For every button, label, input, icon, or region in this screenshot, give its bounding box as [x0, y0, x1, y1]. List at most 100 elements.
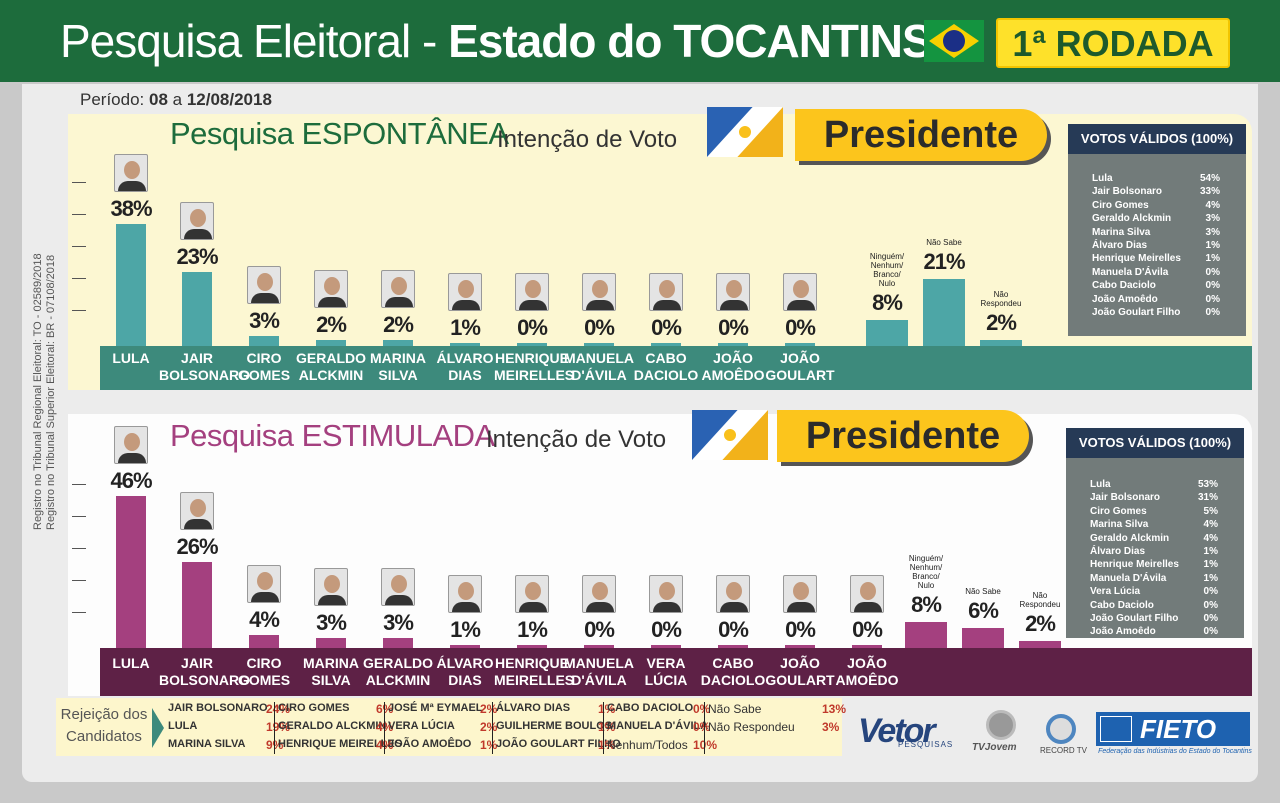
- rejection-item: HENRIQUE MEIRELLES4%: [278, 738, 402, 756]
- candidate-photo: [850, 575, 884, 613]
- bar: [785, 343, 815, 346]
- arrow-icon: [152, 708, 164, 748]
- rejection-item: JOSÉ Mª EYMAEL 2%: [388, 702, 502, 720]
- bar: [718, 343, 748, 346]
- rejection-value: 0%: [693, 702, 711, 716]
- rejection-item: CABO DACIOLO 0%: [607, 702, 715, 720]
- candidate-photo: [114, 154, 148, 193]
- data-label: 1%: [450, 314, 481, 340]
- bar: [116, 496, 146, 648]
- data-label: 0%: [785, 617, 816, 642]
- rejection-item: Não Respondeu 3%: [708, 720, 844, 738]
- candidate-photo: [716, 575, 750, 613]
- rejection-value: 1%: [598, 702, 616, 716]
- valid-votes-value: 31%: [1197, 492, 1218, 504]
- photo-head: [659, 280, 675, 298]
- data-label: 26%: [176, 534, 218, 560]
- valid-votes-value: 0%: [1205, 293, 1220, 305]
- photo-head: [793, 582, 809, 600]
- photo-shoulders: [586, 300, 614, 310]
- rejection-value: 24%: [266, 702, 291, 716]
- valid-votes-name: João Amoêdo: [1092, 293, 1158, 305]
- rejection-value: 0%: [693, 720, 711, 734]
- valid-votes-value: 54%: [1199, 173, 1220, 184]
- photo-shoulders: [251, 293, 279, 304]
- bar: [651, 645, 681, 648]
- valid-votes-name: Cabo Daciolo: [1092, 280, 1156, 292]
- photo-head: [124, 161, 140, 180]
- rejection-item: Nenhum/Todos 10%: [607, 738, 717, 756]
- photo-head: [726, 280, 742, 298]
- valid-votes-value: 1%: [1203, 559, 1218, 571]
- photo-head: [860, 582, 876, 600]
- candidate-photo: [180, 492, 214, 531]
- rejection-column: CIRO GOMES6%GERALDO ALCKMIN4%HENRIQUE ME…: [278, 702, 402, 756]
- spontaneous-label-band: [100, 346, 1252, 390]
- spontaneous-valid-votes: VOTOS VÁLIDOS (100%) Lula 54% Jair Bolsonar…: [1068, 124, 1246, 336]
- stimulated-valid-votes: VOTOS VÁLIDOS (100%) Lula 53% Jair Bolsonar…: [1066, 428, 1244, 638]
- bar: [962, 628, 1004, 648]
- rejection-candidate: Não Sabe: [708, 702, 762, 716]
- bar: [785, 645, 815, 648]
- data-label: 3%: [249, 308, 280, 334]
- valid-votes-name: Ciro Gomes: [1090, 505, 1147, 517]
- fieto-logo-subtitle: Federação das Indústrias do Estado do To…: [1098, 748, 1252, 755]
- page-title: Pesquisa Eleitoral - Estado do TOCANTINS: [60, 15, 933, 67]
- record-logo-icon: [1046, 714, 1076, 744]
- category-label: GERALDO ALCKMIN: [296, 350, 366, 383]
- data-label: 0%: [718, 617, 749, 642]
- photo-head: [391, 276, 407, 295]
- rejection-item: JOÃO GOULART FILHO 1%: [496, 738, 621, 756]
- category-label: ÁLVARO DIAS: [436, 350, 494, 383]
- photo-shoulders: [184, 519, 212, 530]
- candidate-photo: [314, 568, 348, 607]
- valid-votes-row: João Goulart Filho 0%: [1090, 612, 1218, 625]
- photo-shoulders: [118, 453, 146, 464]
- rejection-column: CABO DACIOLO 0% MANUELA D'ÁVILA 0% Nenhum/To…: [607, 702, 717, 756]
- fieto-logo: FIETO: [1096, 712, 1250, 746]
- data-label: 8%: [872, 290, 903, 316]
- photo-head: [525, 581, 541, 600]
- rejection-item: JOÃO AMOÊDO 1%: [388, 738, 502, 756]
- photo-head: [525, 280, 541, 298]
- valid-votes-row: Manuela D'Ávila 0%: [1092, 266, 1220, 279]
- rejection-item: GUILHERME BOULOS 1%: [496, 720, 620, 738]
- rejection-candidate: CABO DACIOLO: [607, 702, 694, 714]
- valid-votes-value: 4%: [1203, 532, 1218, 544]
- tvjovem-logo-icon: [986, 710, 1016, 740]
- stimulated-office-badge: Presidente: [777, 410, 1029, 462]
- photo-head: [659, 582, 675, 600]
- photo-head: [324, 276, 340, 295]
- axis-tick: [72, 516, 86, 517]
- vetor-logo-subtitle: PESQUISAS: [898, 740, 954, 749]
- data-label: 2%: [316, 311, 347, 337]
- flag-sun: [737, 124, 753, 140]
- candidate-photo: [716, 273, 750, 311]
- bar: [383, 339, 413, 346]
- rejection-column: ÁLVARO DIAS 1% GUILHERME BOULOS 1% JOÃO GOUL…: [496, 702, 621, 756]
- rejection-candidate: JAIR BOLSONARO: [168, 702, 268, 714]
- series-label: Não Respondeu: [980, 289, 1022, 308]
- valid-votes-name: Geraldo Alckmin: [1090, 532, 1170, 544]
- rejection-candidate: Não Respondeu: [708, 720, 795, 734]
- category-label: JOÃO AMOÊDO: [835, 655, 899, 688]
- category-label: MARINA SILVA: [303, 655, 359, 688]
- rejection-value: 2%: [480, 720, 498, 734]
- spontaneous-title: Pesquisa ESPONTÂNEA: [170, 116, 509, 151]
- category-label: CABO DACIOLO: [633, 350, 699, 383]
- bar: [182, 272, 212, 346]
- rejection-value: 19%: [266, 720, 291, 734]
- bar: [517, 343, 547, 346]
- photo-head: [124, 433, 140, 452]
- valid-votes-row: João Goulart Filho 0%: [1092, 306, 1220, 319]
- candidate-photo: [515, 574, 549, 613]
- rejection-candidate: CIRO GOMES: [278, 702, 350, 714]
- data-label: 4%: [249, 606, 280, 632]
- data-label: 0%: [651, 617, 682, 642]
- data-label: 0%: [718, 315, 749, 340]
- tvjovem-logo-text: TVJovem: [972, 742, 1017, 753]
- photo-shoulders: [653, 602, 681, 612]
- valid-votes-name: Cabo Daciolo: [1090, 599, 1154, 611]
- valid-votes-name: Henrique Meirelles: [1090, 559, 1179, 571]
